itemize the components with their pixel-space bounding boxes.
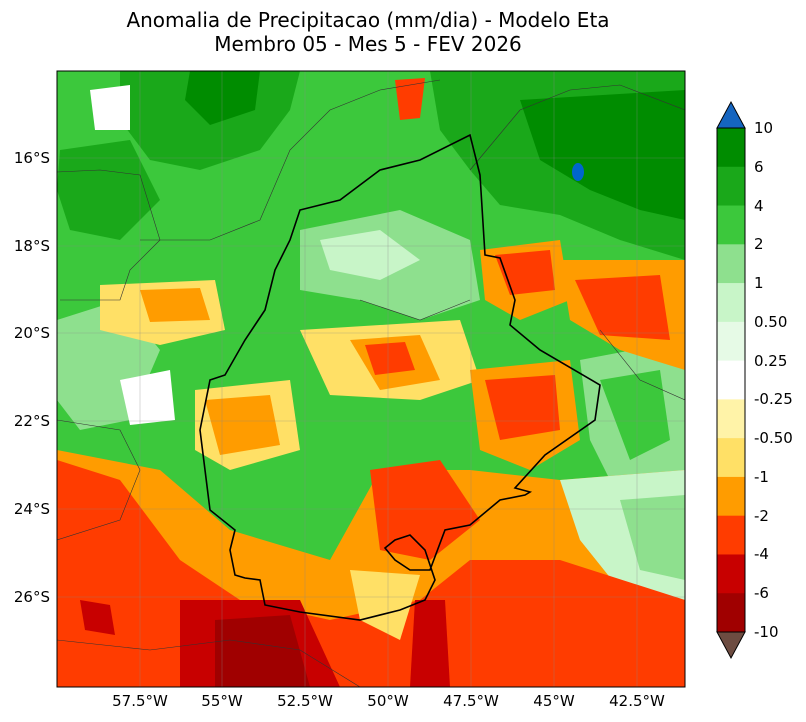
y-tick-label: 16°S xyxy=(13,149,50,167)
colorbar-segment xyxy=(717,515,745,555)
colorbar-segment xyxy=(717,244,745,284)
colorbar-frame xyxy=(716,127,746,633)
x-tick-label: 50°W xyxy=(367,692,409,710)
state-borders xyxy=(57,79,685,687)
anomaly-field xyxy=(57,71,685,687)
colorbar-under-arrow xyxy=(716,631,746,660)
colorbar-segment xyxy=(717,476,745,517)
colorbar-label: 2 xyxy=(754,235,764,253)
y-tick-label: 26°S xyxy=(13,588,50,606)
field-patch xyxy=(575,275,670,340)
y-tick-label: 22°S xyxy=(13,412,50,430)
field-patch xyxy=(140,288,210,322)
field-patch xyxy=(120,370,175,425)
field-patch xyxy=(395,78,425,120)
map-title-line1: Anomalia de Precipitacao (mm/dia) - Mode… xyxy=(126,8,610,32)
colorbar-label: 1 xyxy=(754,274,764,292)
colorbar-segment xyxy=(717,438,745,478)
field-patch xyxy=(205,395,280,455)
field-patch xyxy=(90,85,130,130)
colorbar-label: -4 xyxy=(754,545,769,563)
colorbar-label: 0.25 xyxy=(754,352,788,370)
colorbar-label: -0.50 xyxy=(754,429,793,447)
gridlines xyxy=(57,71,685,687)
field-patch xyxy=(370,460,480,560)
border-line xyxy=(469,84,685,171)
field-patch xyxy=(320,230,420,280)
colorbar-label: -10 xyxy=(754,623,779,641)
colorbar-label: -1 xyxy=(754,468,769,486)
field-patch xyxy=(410,600,450,687)
border-line xyxy=(57,419,141,541)
colorbar-segment xyxy=(717,283,745,323)
colorbar-label: 10 xyxy=(754,119,774,137)
basin-outline xyxy=(199,133,601,621)
colorbar-label: 6 xyxy=(754,158,764,176)
colorbar-label: -2 xyxy=(754,507,769,525)
field-patch xyxy=(600,370,670,460)
colorbar-segment xyxy=(717,128,745,168)
colorbar-over-arrow xyxy=(716,100,746,129)
colorbar-label: -0.25 xyxy=(754,390,793,408)
field-patch xyxy=(520,90,685,220)
x-tick-label: 52.5°W xyxy=(277,692,333,710)
field-patch xyxy=(365,342,415,375)
colorbar-segment xyxy=(717,399,745,439)
colorbar xyxy=(716,100,746,660)
field-patch xyxy=(185,71,260,125)
border-line xyxy=(359,299,471,321)
border-line xyxy=(599,329,685,401)
colorbar-segment xyxy=(717,321,745,362)
border-line xyxy=(57,639,361,687)
colorbar-label: 4 xyxy=(754,197,764,215)
field-patch xyxy=(620,495,685,580)
field-patch xyxy=(57,140,160,240)
x-tick-label: 42.5°W xyxy=(609,692,665,710)
border-line xyxy=(140,79,441,241)
y-tick-label: 18°S xyxy=(13,237,50,255)
y-tick-label: 24°S xyxy=(13,500,50,518)
x-tick-label: 45°W xyxy=(533,692,575,710)
map-frame xyxy=(56,70,686,688)
field-patch xyxy=(215,615,310,687)
field-patch xyxy=(572,163,584,181)
field-patch xyxy=(80,600,115,635)
colorbar-label: -6 xyxy=(754,584,769,602)
map-title-line2: Membro 05 - Mes 5 - FEV 2026 xyxy=(214,32,522,56)
x-tick-label: 47.5°W xyxy=(443,692,499,710)
colorbar-segment xyxy=(717,554,745,594)
field-patch xyxy=(350,570,420,640)
x-tick-label: 57.5°W xyxy=(112,692,168,710)
colorbar-segment xyxy=(717,205,745,245)
colorbar-segment xyxy=(717,166,745,207)
colorbar-segment xyxy=(717,360,745,400)
colorbar-label: 0.50 xyxy=(754,313,788,331)
colorbar-segment xyxy=(717,593,745,633)
y-tick-label: 20°S xyxy=(13,324,50,342)
x-tick-label: 55°W xyxy=(201,692,243,710)
field-patch xyxy=(485,375,560,440)
